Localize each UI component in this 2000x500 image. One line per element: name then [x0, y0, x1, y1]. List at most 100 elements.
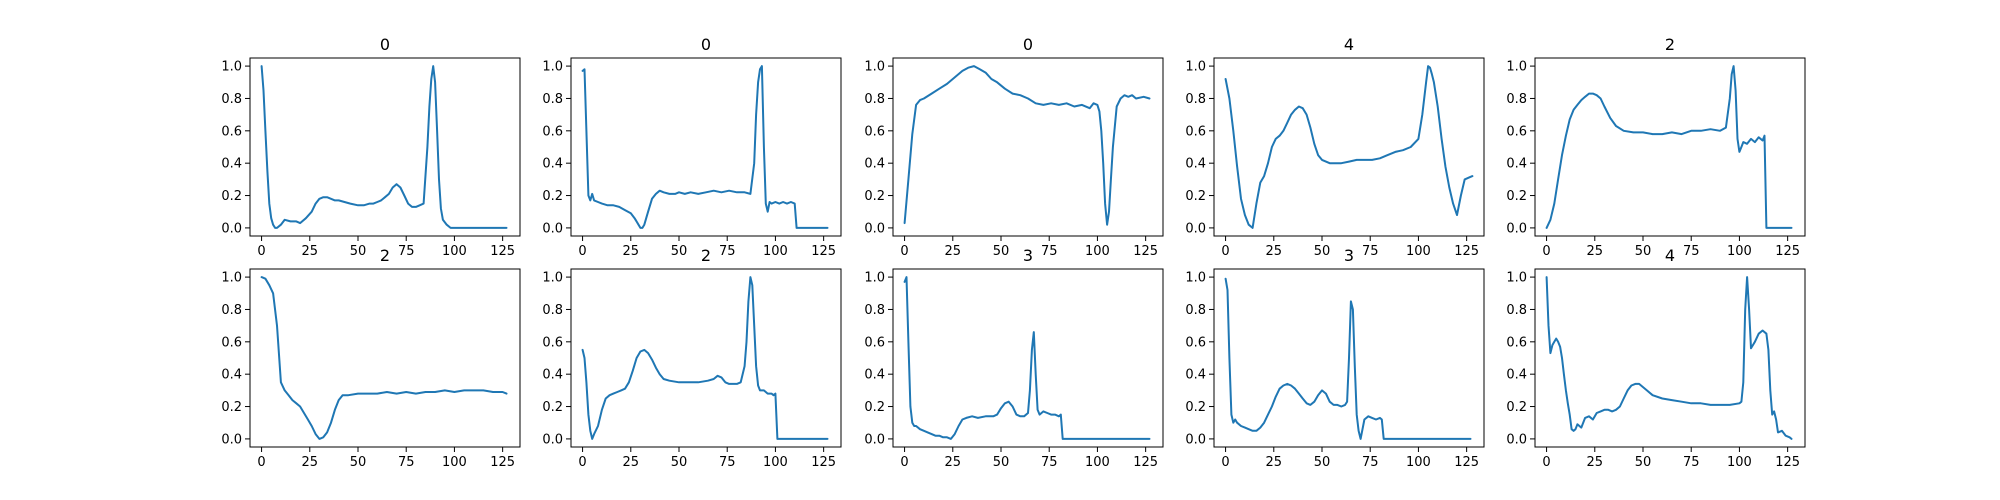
x-tick-label: 0	[578, 244, 586, 259]
y-tick-label: 1.0	[542, 271, 563, 286]
y-tick-label: 0.8	[864, 303, 885, 318]
y-tick-label: 0.2	[864, 400, 885, 415]
x-tick-label: 100	[763, 455, 788, 470]
y-tick-label: 0.6	[221, 124, 242, 139]
axes-frame	[1213, 268, 1485, 448]
axes-frame	[570, 268, 842, 448]
subplot-4: 2 0 25 50 75 100 125 0.0 0.2 0.4 0.6 0.8 1.0	[1506, 35, 1806, 259]
y-tick-label: 0.6	[1506, 124, 1527, 139]
y-tick-label: 0.2	[864, 189, 885, 204]
axes-frame	[570, 57, 842, 237]
x-tick-label: 50	[1635, 455, 1652, 470]
x-tick-label: 50	[993, 244, 1010, 259]
x-tick-label: 50	[350, 244, 367, 259]
x-tick-label: 50	[993, 455, 1010, 470]
x-tick-label: 100	[763, 244, 788, 259]
y-tick-label: 1.0	[1185, 60, 1206, 75]
subplot-3: 4 0 25 50 75 100 125 0.0 0.2 0.4 0.6 0.8 1.0	[1185, 35, 1485, 259]
y-tick-label: 0.6	[1185, 124, 1206, 139]
subplot-title: 4	[1344, 35, 1354, 54]
x-tick-label: 75	[719, 455, 736, 470]
x-tick-label: 25	[302, 244, 319, 259]
x-tick-label: 100	[1406, 244, 1431, 259]
x-tick-label: 75	[1041, 244, 1058, 259]
x-tick-label: 0	[1542, 244, 1550, 259]
y-tick-label: 0.0	[1506, 221, 1527, 236]
axes-frame	[1534, 57, 1806, 237]
series-line	[1545, 276, 1793, 440]
x-tick-label: 0	[257, 244, 265, 259]
y-tick-label: 0.2	[221, 189, 242, 204]
y-tick-label: 0.8	[1185, 92, 1206, 107]
y-tick-label: 0.0	[221, 432, 242, 447]
y-tick-label: 1.0	[221, 271, 242, 286]
y-tick-label: 0.4	[1506, 368, 1527, 383]
subplot-title: 3	[1023, 246, 1033, 265]
subplot-1: 0 0 25 50 75 100 125 0.0 0.2 0.4 0.6 0.8 1.0	[542, 35, 842, 259]
series-line	[1224, 277, 1472, 440]
x-tick-label: 25	[623, 244, 640, 259]
subplot-9: 4 0 25 50 75 100 125 0.0 0.2 0.4 0.6 0.8 1.0	[1506, 246, 1806, 470]
x-tick-label: 100	[1085, 244, 1110, 259]
axes-frame	[892, 57, 1164, 237]
y-tick-label: 0.6	[1506, 335, 1527, 350]
y-tick-label: 1.0	[221, 60, 242, 75]
y-tick-label: 1.0	[864, 271, 885, 286]
x-tick-label: 125	[490, 244, 515, 259]
x-tick-label: 0	[257, 455, 265, 470]
x-tick-label: 25	[945, 244, 962, 259]
axes-frame	[1534, 268, 1806, 448]
axes-frame	[892, 268, 1164, 448]
y-tick-label: 0.4	[221, 157, 242, 172]
subplot-title: 0	[380, 35, 390, 54]
x-tick-label: 125	[490, 455, 515, 470]
y-tick-label: 0.0	[1185, 221, 1206, 236]
subplot-title: 2	[701, 246, 711, 265]
y-tick-label: 0.4	[221, 368, 242, 383]
y-tick-label: 1.0	[1185, 271, 1206, 286]
x-tick-label: 0	[578, 455, 586, 470]
y-tick-label: 0.4	[864, 157, 885, 172]
x-tick-label: 50	[671, 244, 688, 259]
x-tick-label: 50	[1314, 455, 1331, 470]
subplot-title: 4	[1665, 246, 1675, 265]
x-tick-label: 75	[398, 244, 415, 259]
x-tick-label: 0	[900, 455, 908, 470]
y-tick-label: 0.4	[1185, 368, 1206, 383]
y-tick-label: 0.2	[1506, 400, 1527, 415]
y-tick-label: 1.0	[1506, 60, 1527, 75]
y-tick-label: 0.6	[542, 124, 563, 139]
x-tick-label: 50	[671, 455, 688, 470]
y-tick-label: 0.2	[221, 400, 242, 415]
x-tick-label: 75	[1041, 455, 1058, 470]
x-tick-label: 0	[1221, 244, 1229, 259]
series-line	[1224, 65, 1474, 229]
y-tick-label: 0.8	[1506, 303, 1527, 318]
x-tick-label: 25	[623, 455, 640, 470]
y-tick-label: 1.0	[1506, 271, 1527, 286]
series-line	[260, 276, 508, 440]
y-tick-label: 0.8	[864, 92, 885, 107]
y-tick-label: 0.6	[864, 124, 885, 139]
series-line	[581, 276, 829, 440]
y-tick-label: 0.8	[221, 92, 242, 107]
y-tick-label: 1.0	[542, 60, 563, 75]
y-tick-label: 0.6	[542, 335, 563, 350]
x-tick-label: 75	[1362, 455, 1379, 470]
x-tick-label: 0	[1221, 455, 1229, 470]
x-tick-label: 75	[398, 455, 415, 470]
subplot-2: 0 0 25 50 75 100 125 0.0 0.2 0.4 0.6 0.8 1.0	[864, 35, 1164, 259]
subplot-title: 3	[1344, 246, 1354, 265]
y-tick-label: 0.8	[1185, 303, 1206, 318]
axes-frame	[249, 268, 521, 448]
y-tick-label: 0.4	[1506, 157, 1527, 172]
series-line	[581, 65, 829, 229]
subplot-title: 0	[701, 35, 711, 54]
x-tick-label: 100	[442, 455, 467, 470]
y-tick-label: 0.2	[542, 189, 563, 204]
x-tick-label: 125	[1775, 244, 1800, 259]
x-tick-label: 125	[1775, 455, 1800, 470]
y-tick-label: 0.6	[221, 335, 242, 350]
series-line	[903, 65, 1151, 226]
